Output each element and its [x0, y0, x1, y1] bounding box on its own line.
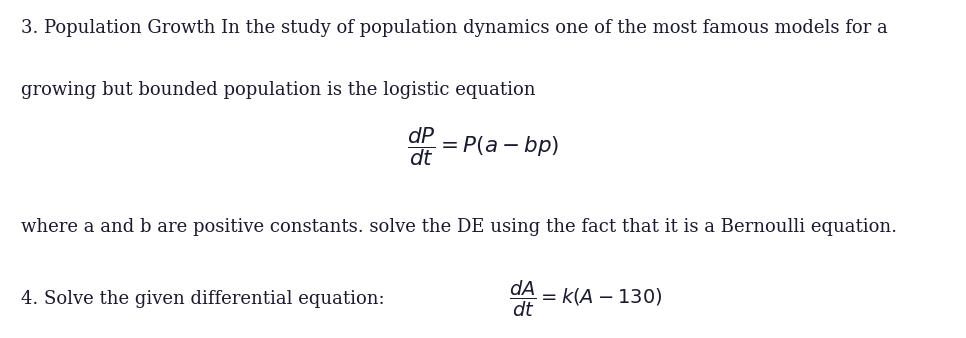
Text: $\dfrac{dA}{dt} = k(A - 130)$: $\dfrac{dA}{dt} = k(A - 130)$: [509, 279, 663, 319]
Text: $\dfrac{dP}{dt} = P(a - bp)$: $\dfrac{dP}{dt} = P(a - bp)$: [407, 126, 559, 168]
Text: growing but bounded population is the logistic equation: growing but bounded population is the lo…: [21, 81, 536, 99]
Text: 3. Population Growth In the study of population dynamics one of the most famous : 3. Population Growth In the study of pop…: [21, 19, 888, 37]
Text: 4. Solve the given differential equation:: 4. Solve the given differential equation…: [21, 290, 396, 308]
Text: where a and b are positive constants. solve the DE using the fact that it is a B: where a and b are positive constants. so…: [21, 218, 897, 236]
